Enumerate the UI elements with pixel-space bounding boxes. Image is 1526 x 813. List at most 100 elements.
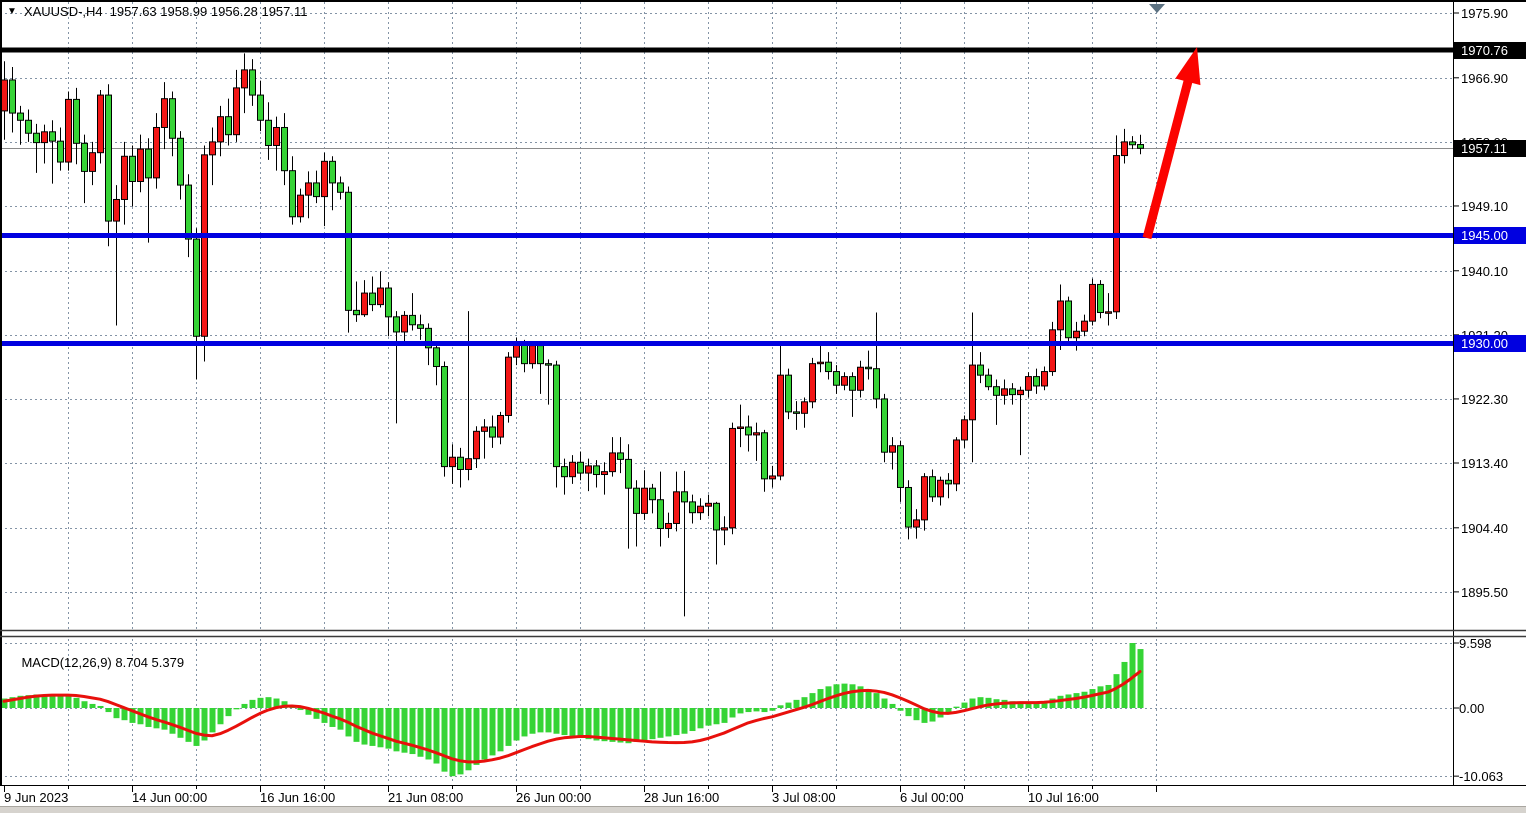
- candle-body[interactable]: [825, 361, 832, 373]
- candle-body[interactable]: [857, 366, 864, 391]
- candle-body[interactable]: [657, 499, 664, 530]
- candle-body[interactable]: [481, 426, 488, 432]
- candle-body[interactable]: [265, 119, 272, 146]
- candle-body[interactable]: [1049, 329, 1056, 373]
- candle-body[interactable]: [305, 182, 312, 196]
- candle-body[interactable]: [721, 527, 728, 531]
- candle-body[interactable]: [137, 148, 144, 182]
- candle-body[interactable]: [473, 430, 480, 460]
- candle-body[interactable]: [1, 79, 8, 112]
- candle-body[interactable]: [545, 363, 552, 366]
- candle-body[interactable]: [881, 398, 888, 453]
- candle-body[interactable]: [129, 155, 136, 182]
- candle-body[interactable]: [1001, 388, 1008, 396]
- candle-body[interactable]: [1025, 376, 1032, 391]
- candle-body[interactable]: [225, 116, 232, 136]
- candle-body[interactable]: [153, 126, 160, 179]
- candle-body[interactable]: [9, 79, 16, 114]
- candle-body[interactable]: [193, 238, 200, 337]
- candle-body[interactable]: [1041, 371, 1048, 387]
- candle-body[interactable]: [921, 476, 928, 521]
- candle-body[interactable]: [793, 411, 800, 414]
- candle-body[interactable]: [505, 356, 512, 416]
- candle-body[interactable]: [705, 502, 712, 507]
- candle-body[interactable]: [617, 452, 624, 460]
- candle-body[interactable]: [249, 69, 256, 96]
- candle-body[interactable]: [689, 501, 696, 514]
- candle-body[interactable]: [201, 154, 208, 337]
- candle-body[interactable]: [1089, 283, 1096, 322]
- candle-body[interactable]: [497, 414, 504, 438]
- candle-body[interactable]: [33, 132, 40, 144]
- candle-body[interactable]: [569, 461, 576, 478]
- candle-body[interactable]: [833, 371, 840, 386]
- candle-body[interactable]: [1105, 311, 1112, 314]
- candle-body[interactable]: [761, 432, 768, 480]
- candle-body[interactable]: [1065, 300, 1072, 339]
- candle-body[interactable]: [313, 182, 320, 198]
- candle-body[interactable]: [73, 98, 80, 144]
- candle-body[interactable]: [905, 486, 912, 528]
- candle-body[interactable]: [377, 287, 384, 306]
- candle-body[interactable]: [217, 116, 224, 143]
- candle-body[interactable]: [185, 184, 192, 240]
- candle-body[interactable]: [521, 342, 528, 365]
- candle-body[interactable]: [633, 487, 640, 514]
- candle-body[interactable]: [145, 148, 152, 179]
- candle-body[interactable]: [1009, 388, 1016, 396]
- candle-body[interactable]: [737, 426, 744, 429]
- collapse-indicator-icon[interactable]: ▼: [7, 6, 17, 17]
- candle-body[interactable]: [441, 366, 448, 468]
- candle-body[interactable]: [745, 426, 752, 436]
- candle-body[interactable]: [873, 368, 880, 400]
- candle-body[interactable]: [489, 426, 496, 438]
- candle-body[interactable]: [681, 491, 688, 503]
- candle-body[interactable]: [17, 112, 24, 121]
- candle-body[interactable]: [105, 94, 112, 222]
- candle-body[interactable]: [289, 170, 296, 218]
- candle-body[interactable]: [577, 461, 584, 474]
- candle-body[interactable]: [849, 376, 856, 391]
- candle-body[interactable]: [81, 142, 88, 172]
- candle-body[interactable]: [897, 445, 904, 488]
- candle-body[interactable]: [449, 456, 456, 468]
- candle-body[interactable]: [409, 314, 416, 326]
- candle-body[interactable]: [241, 69, 248, 89]
- candle-body[interactable]: [25, 119, 32, 134]
- candle-body[interactable]: [969, 364, 976, 421]
- candle-body[interactable]: [321, 160, 328, 198]
- candle-body[interactable]: [537, 345, 544, 365]
- candle-body[interactable]: [777, 374, 784, 477]
- candle-body[interactable]: [945, 479, 952, 485]
- candle-body[interactable]: [1121, 141, 1128, 157]
- candle-body[interactable]: [425, 327, 432, 349]
- candle-body[interactable]: [1097, 283, 1104, 314]
- candle-body[interactable]: [369, 292, 376, 306]
- candle-body[interactable]: [65, 98, 72, 163]
- candle-body[interactable]: [433, 347, 440, 368]
- candle-body[interactable]: [841, 376, 848, 386]
- candle-body[interactable]: [41, 131, 48, 144]
- candle-body[interactable]: [993, 386, 1000, 396]
- candle-body[interactable]: [865, 366, 872, 370]
- candle-body[interactable]: [361, 292, 368, 316]
- candle-body[interactable]: [273, 126, 280, 146]
- candle-body[interactable]: [769, 475, 776, 480]
- candle-body[interactable]: [985, 374, 992, 388]
- candle-body[interactable]: [177, 137, 184, 186]
- candle-body[interactable]: [817, 361, 824, 365]
- candle-body[interactable]: [457, 456, 464, 470]
- trend-arrow-shaft[interactable]: [1142, 74, 1194, 240]
- candle-body[interactable]: [753, 432, 760, 436]
- candle-body[interactable]: [713, 502, 720, 531]
- candle-body[interactable]: [697, 505, 704, 514]
- candle-body[interactable]: [961, 419, 968, 441]
- candle-body[interactable]: [585, 465, 592, 474]
- candle-body[interactable]: [161, 98, 168, 128]
- candle-body[interactable]: [809, 363, 816, 403]
- candle-body[interactable]: [729, 427, 736, 529]
- candle-body[interactable]: [89, 152, 96, 172]
- time-marker-icon[interactable]: [1149, 4, 1165, 13]
- candle-body[interactable]: [49, 131, 56, 142]
